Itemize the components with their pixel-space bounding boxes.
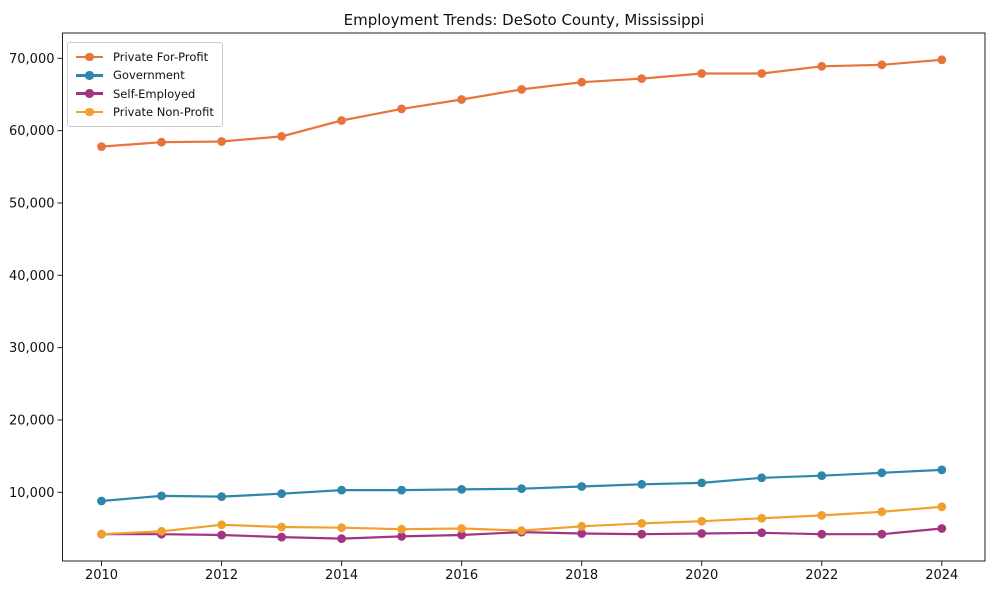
data-point-government bbox=[637, 479, 647, 489]
data-point-government bbox=[397, 485, 406, 495]
chart-title: Employment Trends: DeSoto County, Missis… bbox=[343, 11, 705, 29]
legend-item-government: Government bbox=[76, 66, 214, 84]
legend-label: Private For-Profit bbox=[113, 50, 209, 65]
legend-marker-icon bbox=[76, 107, 103, 117]
data-point-private-non-profit bbox=[337, 523, 346, 533]
x-tick-label: 2022 bbox=[805, 568, 838, 583]
data-point-government bbox=[877, 468, 887, 478]
data-point-private-for-profit bbox=[517, 85, 526, 94]
legend-item-private-for-profit: Private For-Profit bbox=[76, 48, 214, 66]
data-point-private-for-profit bbox=[157, 137, 166, 147]
data-point-private-for-profit bbox=[817, 61, 827, 71]
data-point-private-non-profit bbox=[637, 519, 647, 528]
data-point-self-employed bbox=[277, 532, 286, 542]
data-point-private-for-profit bbox=[277, 132, 286, 141]
data-point-private-non-profit bbox=[217, 520, 227, 530]
legend-label: Self-Employed bbox=[113, 86, 196, 101]
data-point-private-for-profit bbox=[637, 74, 647, 83]
y-tick-label: 40,000 bbox=[9, 269, 55, 284]
data-point-self-employed bbox=[217, 530, 227, 540]
data-point-private-non-profit bbox=[157, 526, 166, 536]
data-point-private-non-profit bbox=[97, 529, 106, 539]
data-point-government bbox=[277, 489, 286, 499]
data-point-private-for-profit bbox=[457, 95, 466, 104]
y-tick-label: 20,000 bbox=[9, 413, 55, 428]
legend-marker-icon bbox=[76, 52, 103, 62]
data-point-private-non-profit bbox=[517, 526, 526, 535]
data-point-government bbox=[457, 485, 466, 494]
x-tick-label: 2014 bbox=[325, 568, 358, 583]
data-point-private-for-profit bbox=[217, 137, 227, 146]
series-line-private-for-profit bbox=[101, 58, 942, 148]
data-point-private-non-profit bbox=[457, 524, 466, 533]
legend-marker-icon bbox=[76, 89, 103, 99]
data-point-government bbox=[337, 485, 346, 495]
x-tick-label: 2018 bbox=[565, 568, 598, 583]
y-tick-label: 50,000 bbox=[9, 196, 55, 211]
data-point-self-employed bbox=[937, 524, 947, 533]
data-point-private-for-profit bbox=[877, 60, 887, 70]
legend-label: Private Non-Profit bbox=[113, 104, 214, 119]
data-point-government bbox=[97, 496, 106, 506]
x-tick-label: 2010 bbox=[85, 568, 118, 583]
data-point-private-for-profit bbox=[397, 104, 406, 114]
data-point-private-non-profit bbox=[577, 521, 587, 531]
y-tick-label: 30,000 bbox=[9, 341, 55, 356]
plot-border bbox=[62, 32, 986, 562]
data-point-private-for-profit bbox=[757, 69, 767, 78]
x-tick-label: 2020 bbox=[685, 568, 718, 583]
data-point-private-for-profit bbox=[577, 77, 587, 87]
data-point-private-non-profit bbox=[277, 522, 286, 532]
data-point-private-non-profit bbox=[817, 511, 827, 520]
data-point-private-non-profit bbox=[757, 513, 767, 523]
data-point-government bbox=[217, 492, 227, 501]
data-point-private-non-profit bbox=[697, 516, 707, 526]
data-point-government bbox=[757, 473, 767, 483]
data-point-self-employed bbox=[397, 532, 406, 541]
data-point-government bbox=[577, 482, 587, 491]
data-point-self-employed bbox=[697, 529, 707, 538]
x-tick-label: 2012 bbox=[205, 568, 238, 583]
data-point-self-employed bbox=[457, 530, 466, 540]
legend: Private For-Profit Government Self-Employe… bbox=[67, 42, 223, 127]
data-point-private-for-profit bbox=[337, 116, 346, 125]
data-point-government bbox=[937, 465, 947, 475]
legend-item-self-employed: Self-Employed bbox=[76, 85, 214, 103]
y-tick-label: 70,000 bbox=[9, 52, 55, 67]
y-tick-label: 60,000 bbox=[9, 124, 55, 139]
data-point-private-non-profit bbox=[397, 524, 406, 534]
data-point-private-for-profit bbox=[937, 55, 947, 65]
data-point-private-non-profit bbox=[937, 502, 947, 512]
data-point-self-employed bbox=[337, 534, 346, 543]
x-tick-label: 2016 bbox=[445, 568, 478, 583]
legend-label: Government bbox=[113, 68, 185, 83]
data-point-self-employed bbox=[637, 529, 647, 539]
data-point-private-for-profit bbox=[697, 69, 707, 78]
data-point-private-non-profit bbox=[877, 507, 887, 517]
y-tick-label: 10,000 bbox=[9, 486, 55, 501]
data-point-government bbox=[157, 491, 166, 501]
data-point-government bbox=[697, 478, 707, 488]
data-point-self-employed bbox=[877, 529, 887, 539]
x-tick-label: 2024 bbox=[925, 568, 958, 583]
data-point-private-for-profit bbox=[97, 142, 106, 152]
data-point-self-employed bbox=[577, 529, 587, 538]
data-point-self-employed bbox=[817, 529, 827, 539]
data-point-self-employed bbox=[757, 528, 767, 538]
legend-item-private-non-profit: Private Non-Profit bbox=[76, 103, 214, 121]
legend-marker-icon bbox=[76, 70, 103, 80]
data-point-government bbox=[817, 471, 827, 481]
data-point-government bbox=[517, 484, 526, 494]
